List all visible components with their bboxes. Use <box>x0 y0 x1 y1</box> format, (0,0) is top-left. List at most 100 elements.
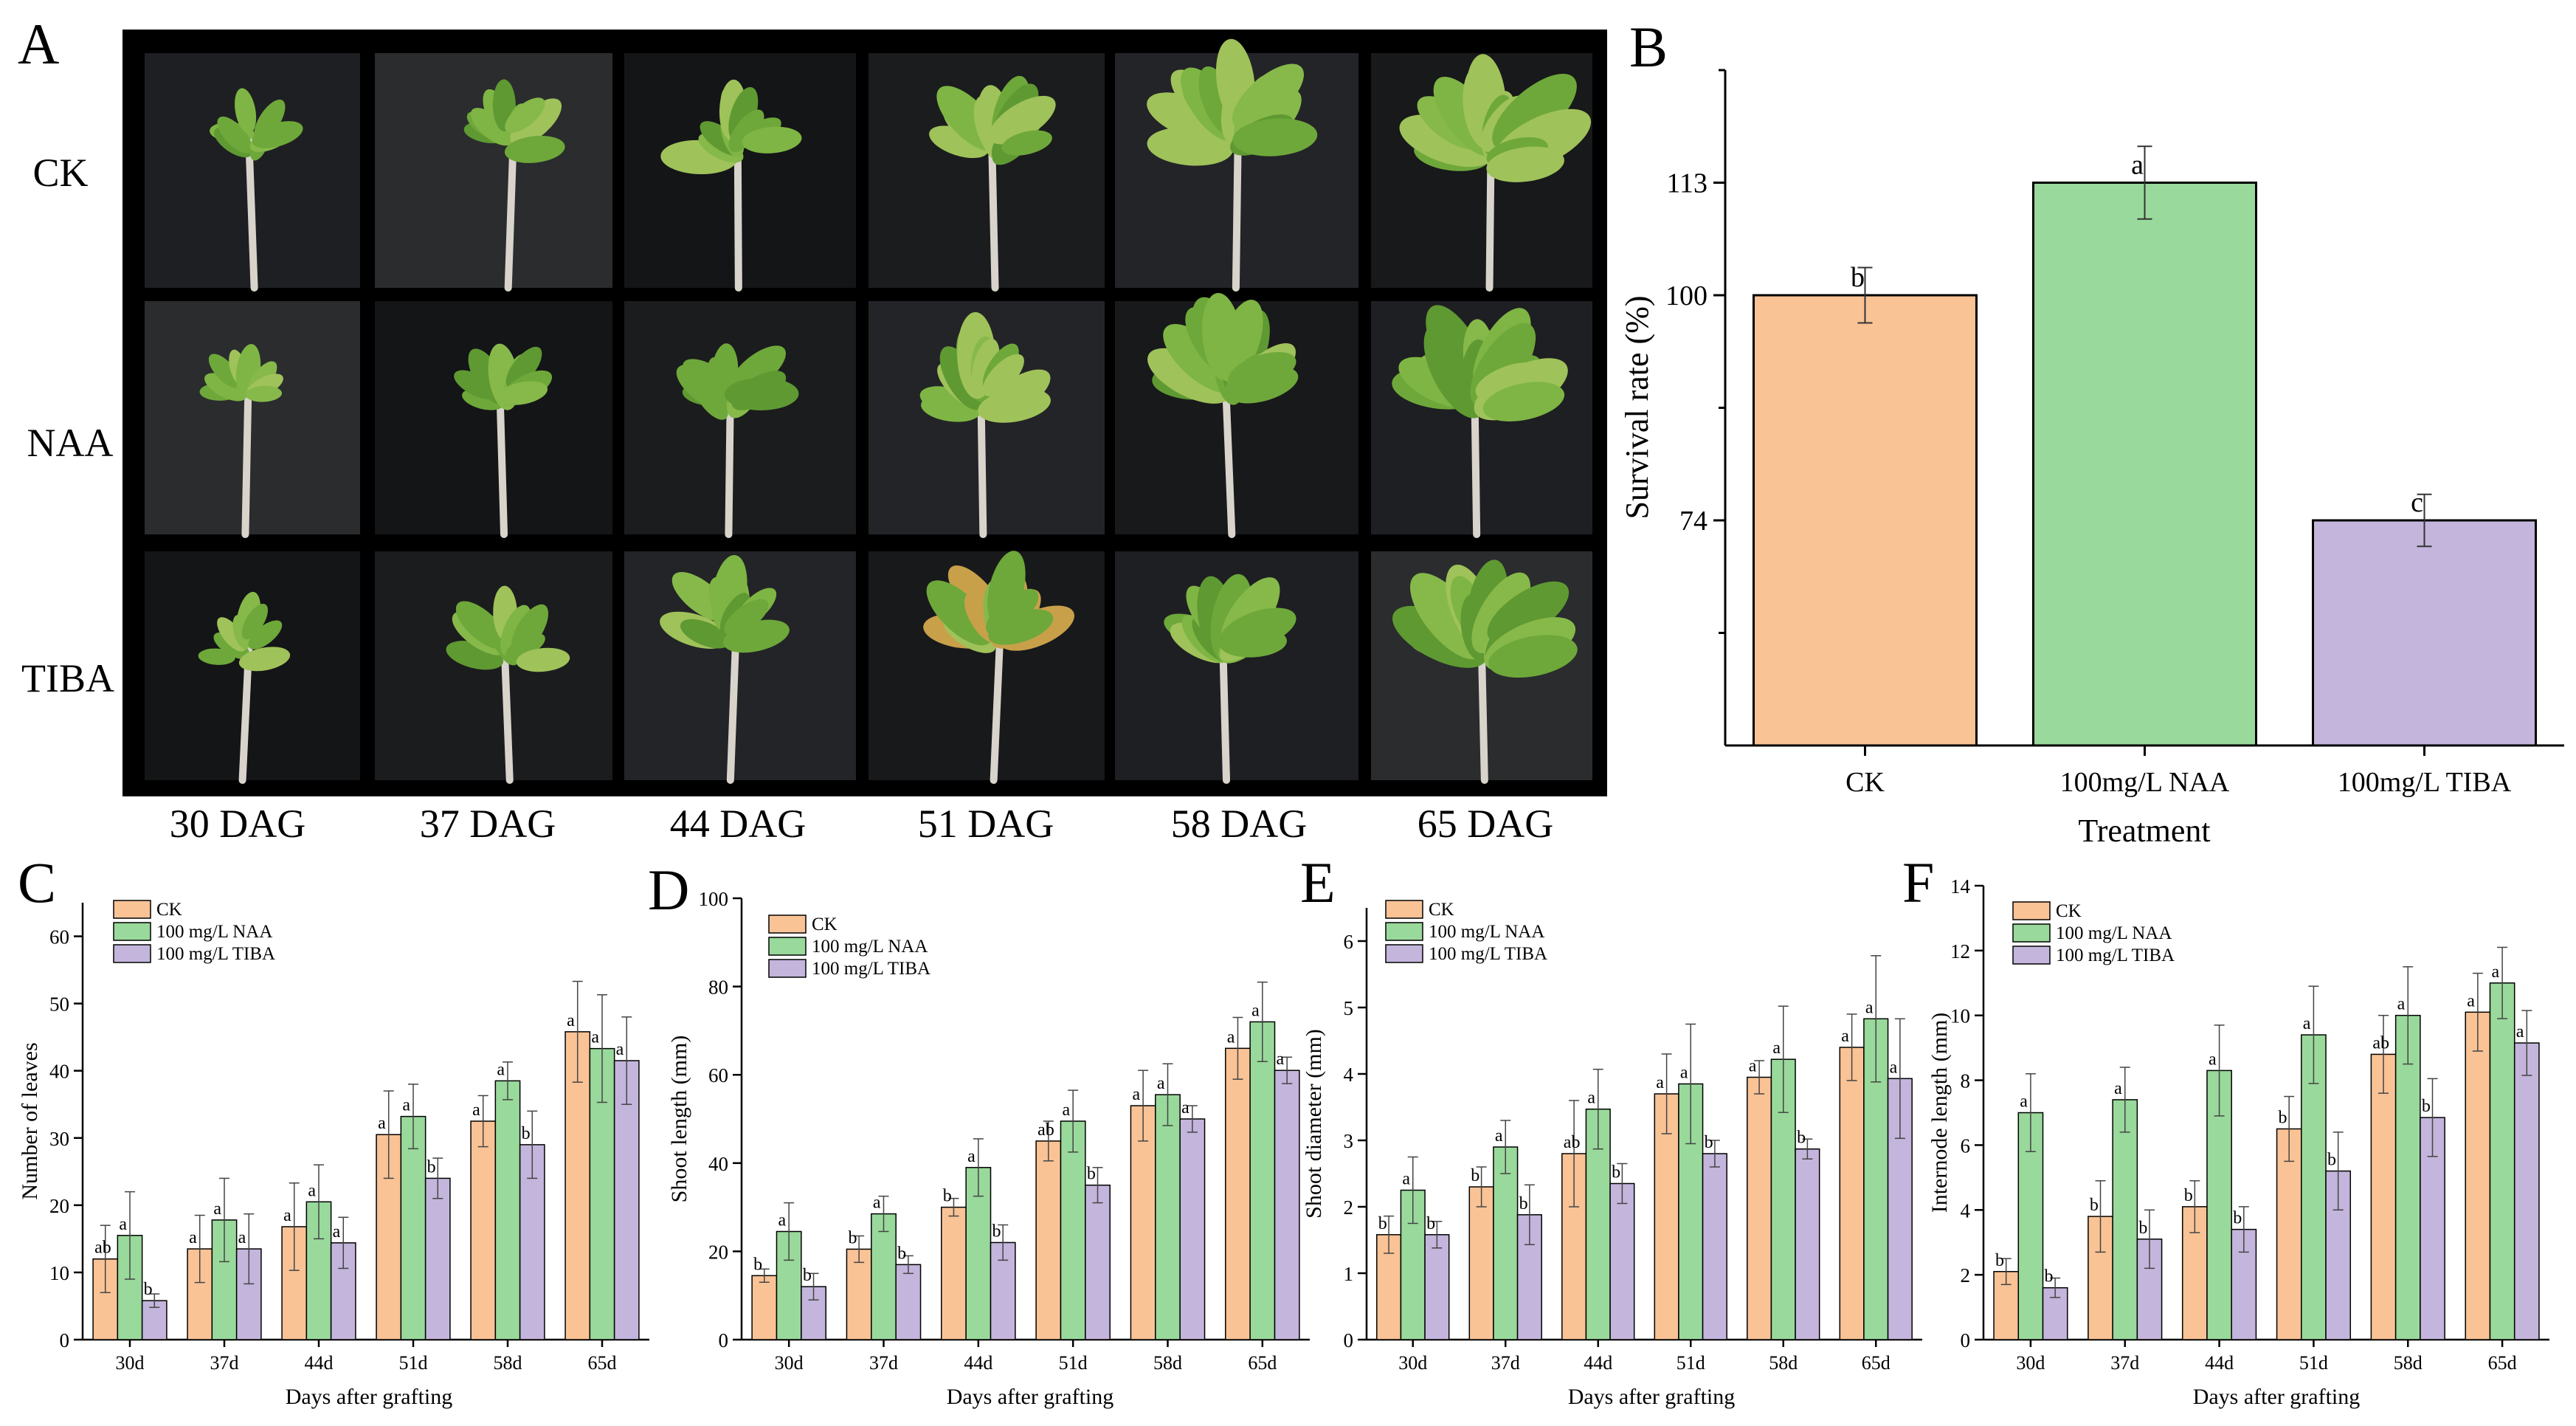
significance-letter: a <box>378 1114 386 1133</box>
plant-photo-r2-c1 <box>145 301 360 538</box>
y-tick-label: 100 <box>699 888 729 910</box>
legend-swatch-ck <box>2012 901 2051 920</box>
significance-letter: a <box>1132 1085 1140 1104</box>
significance-letter: a <box>967 1147 976 1166</box>
bar-ck-58d <box>1747 1076 1772 1340</box>
significance-letter: ab <box>1037 1120 1054 1140</box>
plant-photo-r1-c3 <box>624 53 856 292</box>
panel-letter-c: C <box>18 850 56 914</box>
legend-label-naa: 100 mg/L NAA <box>156 922 272 942</box>
leaf <box>238 647 291 672</box>
significance-letter: a <box>2491 962 2499 982</box>
significance-letter: b <box>2279 1108 2287 1127</box>
y-tick-label: 4 <box>1344 1064 1354 1086</box>
significance-letter: b <box>1519 1194 1528 1213</box>
significance-letter: b <box>848 1228 857 1247</box>
y-tick-label: 14 <box>1950 875 1971 898</box>
significance-letter: a <box>238 1228 246 1247</box>
legend-label-ck: CK <box>156 900 182 920</box>
panel-letter-d: D <box>648 858 689 922</box>
plant-photo-r3-c6 <box>1371 551 1592 784</box>
significance-letter: b <box>1471 1166 1479 1185</box>
photo-backdrop <box>624 301 856 534</box>
y-axis-label: Number of leaves <box>18 1042 42 1199</box>
significance-letter: a <box>2020 1092 2028 1112</box>
significance-letter: ab <box>94 1239 111 1258</box>
plant-photo-r1-c5 <box>1115 38 1358 292</box>
row-label-ck: CK <box>32 151 88 195</box>
significance-letter: a <box>2114 1079 2122 1098</box>
significance-letter: b <box>1797 1129 1806 1148</box>
legend-swatch-tiba <box>2012 946 2051 965</box>
significance-letter: b <box>943 1187 952 1206</box>
stem <box>1221 373 1236 538</box>
y-tick-label: 60 <box>49 926 69 948</box>
significance-letter: a <box>1251 1001 1260 1020</box>
legend-label-ck: CK <box>812 914 838 934</box>
significance-letter: b <box>2233 1209 2242 1228</box>
y-axis-label: Internode length (mm) <box>1927 1013 1952 1213</box>
panel-letter-a: A <box>18 12 59 76</box>
y-tick-label: 5 <box>1344 997 1354 1019</box>
significance-letter: a <box>1157 1074 1165 1093</box>
x-tick-label: 44d <box>2205 1352 2234 1374</box>
bar-naa-44d <box>1585 1108 1611 1340</box>
leaf <box>208 354 241 388</box>
plant-photo-r2-c2 <box>375 301 612 538</box>
significance-letter: ab <box>2372 1033 2389 1053</box>
significance-letter: a <box>497 1060 505 1079</box>
leaf <box>497 381 548 405</box>
significance-letter: b <box>522 1124 531 1143</box>
leaf <box>1001 130 1052 156</box>
col-label-30-dag: 30 DAG <box>170 802 306 846</box>
bar-100mg-l-tiba <box>2312 519 2537 747</box>
bar-ck-51d <box>2276 1128 2302 1340</box>
legend-swatch-tiba <box>113 944 151 963</box>
panel-letter-f: F <box>1902 850 1934 914</box>
significance-letter: b <box>1426 1214 1435 1233</box>
x-axis-label: Days after grafting <box>2193 1385 2361 1409</box>
panel-letter-b: B <box>1629 15 1668 79</box>
leaf <box>245 385 283 402</box>
x-tick-label: 51d <box>1059 1352 1088 1374</box>
x-tick-label: 37d <box>210 1352 239 1374</box>
significance-letter: a <box>2467 991 2475 1010</box>
y-tick-label: 10 <box>49 1262 69 1284</box>
significance-letter: b <box>2327 1151 2336 1170</box>
leaf <box>988 609 1054 645</box>
x-tick-label: 30d <box>116 1352 145 1374</box>
bar-naa-65d <box>2489 982 2515 1340</box>
leaf <box>724 599 769 636</box>
x-tick-label: 37d <box>869 1352 898 1374</box>
significance-letter: b <box>144 1280 153 1299</box>
significance-letter: b <box>1087 1165 1096 1184</box>
plant-photo-r3-c4 <box>869 551 1105 784</box>
x-tick-label: 51d <box>2299 1352 2328 1374</box>
leaf <box>1232 63 1305 130</box>
y-tick-label: 10 <box>1950 1005 1970 1027</box>
y-tick-label: 80 <box>708 976 728 999</box>
row-label-naa: NAA <box>27 421 114 465</box>
x-axis-label: Days after grafting <box>1568 1385 1736 1409</box>
legend-label-tiba: 100 mg/L TIBA <box>812 959 930 979</box>
legend-swatch-ck <box>768 914 807 934</box>
x-axis-label: Days after grafting <box>286 1385 453 1409</box>
legend-swatch-naa <box>2012 923 2051 943</box>
significance-letter: a <box>567 1011 575 1030</box>
x-tick-label: 58d <box>1153 1352 1182 1374</box>
y-tick-label: 20 <box>49 1195 69 1217</box>
significance-letter: a <box>1749 1057 1757 1076</box>
x-axis-label: Treatment <box>2078 813 2210 849</box>
significance-letter: b <box>753 1255 762 1274</box>
photo-backdrop <box>375 53 612 288</box>
y-tick-label: 40 <box>708 1153 728 1175</box>
panel-c-leaves-chart: C010203040506030dabab37daaa44daaa51daab5… <box>18 850 649 1409</box>
plant-photo-r1-c4 <box>869 53 1105 292</box>
stem <box>987 130 999 292</box>
leaf <box>723 619 790 653</box>
y-tick-label: 50 <box>49 993 69 1016</box>
y-tick-label: 3 <box>1344 1130 1354 1152</box>
bar-ck-37d <box>2088 1216 2113 1340</box>
